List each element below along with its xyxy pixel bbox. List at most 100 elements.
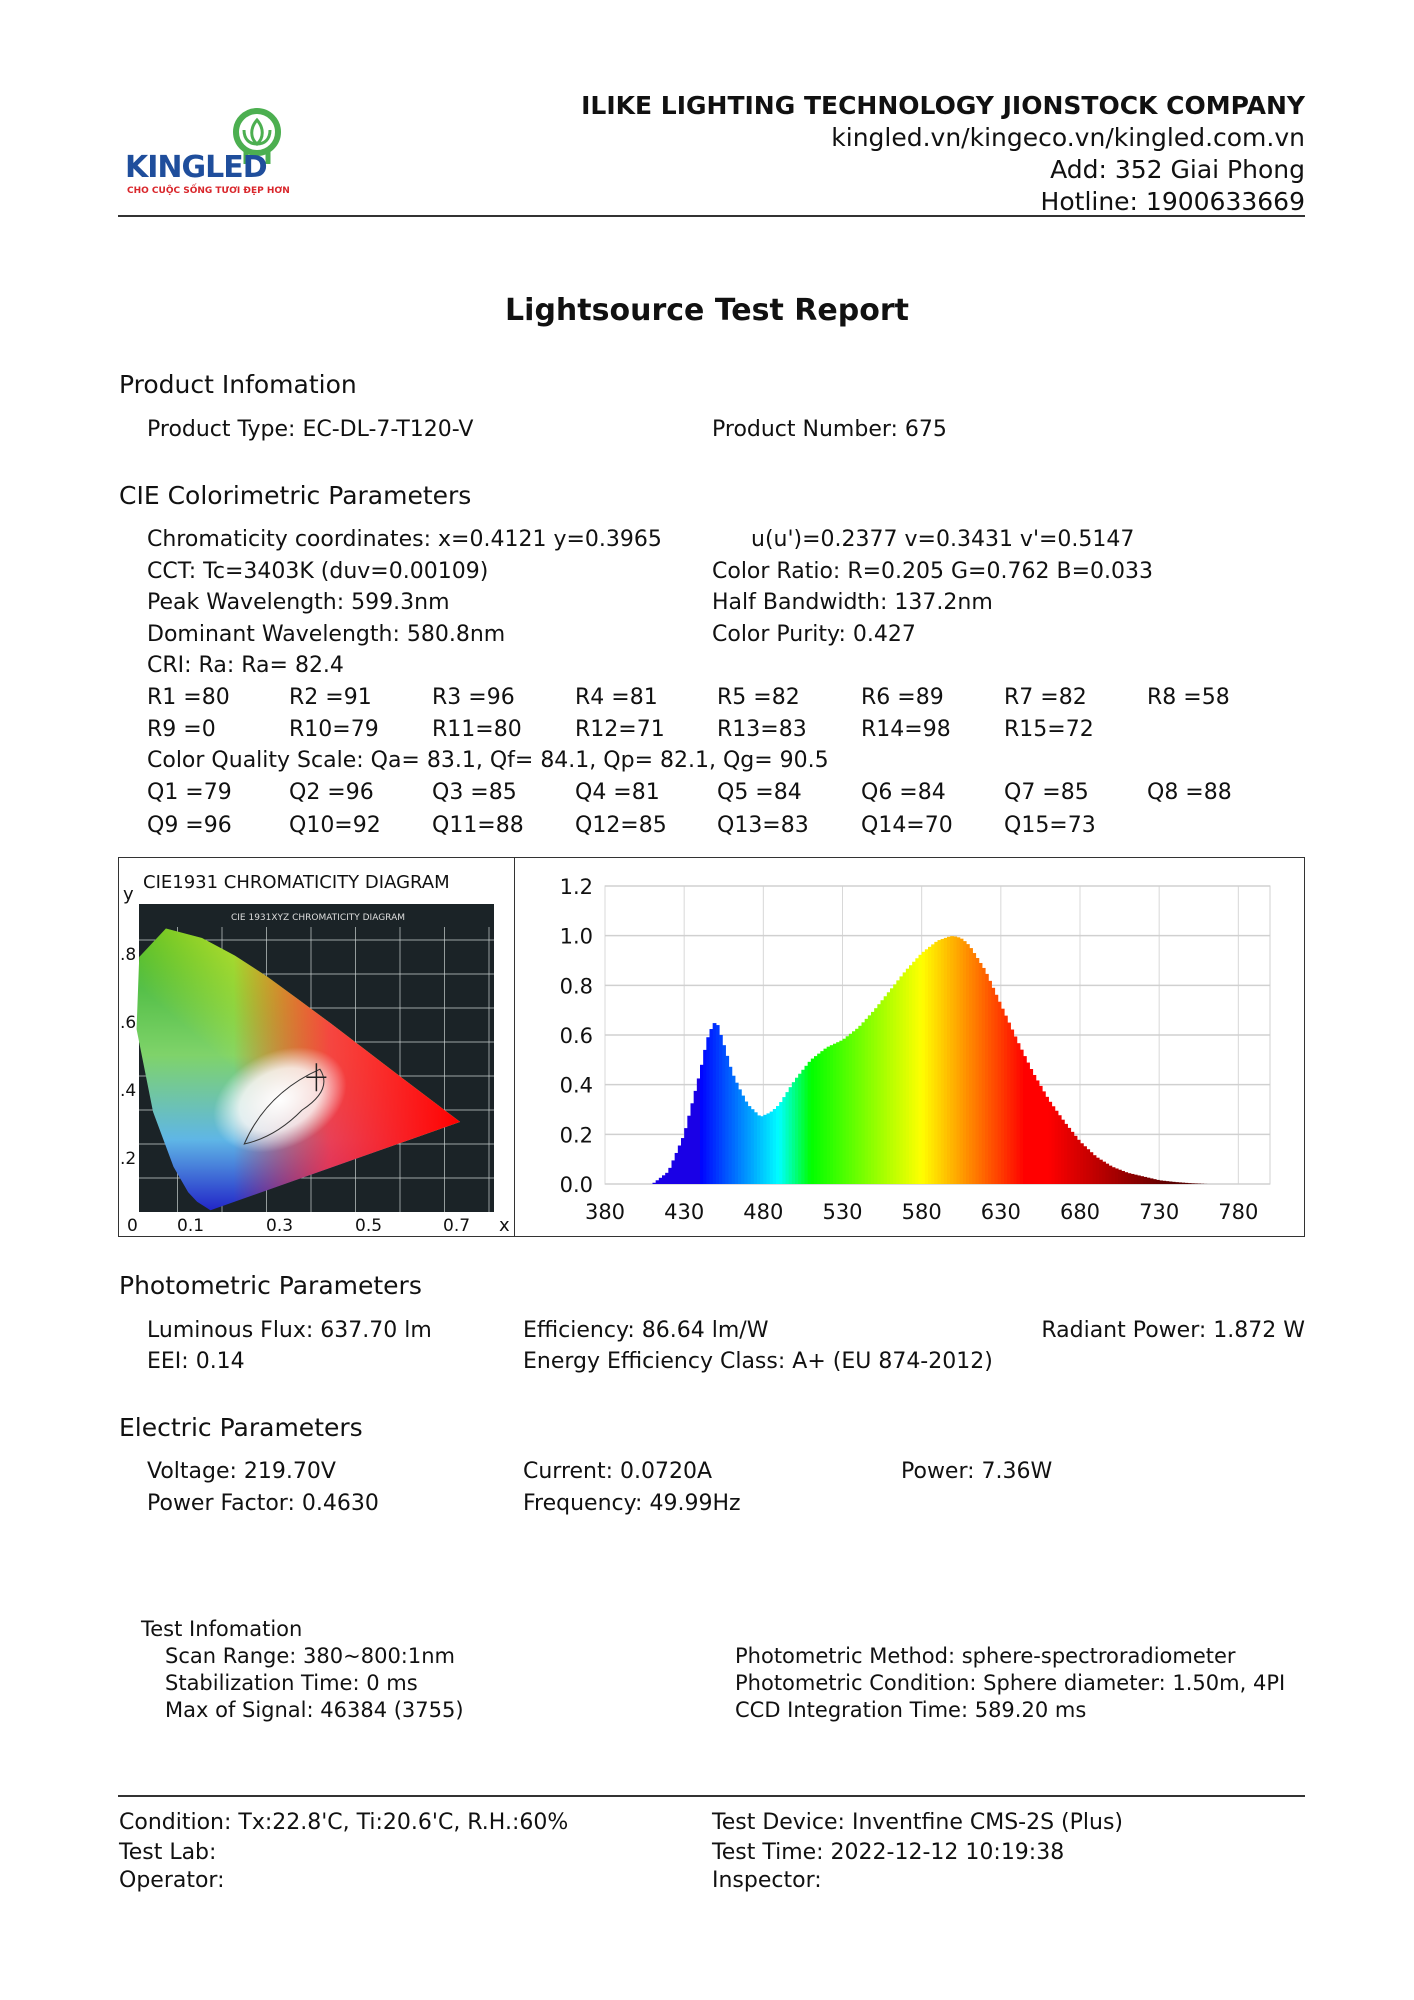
- spectrum-bar: [877, 1004, 882, 1184]
- chart-frame: [118, 857, 1305, 1237]
- spectrum-bar: [706, 1037, 711, 1184]
- index-value: Q14=70: [861, 813, 953, 838]
- spectrum-bar: [931, 944, 935, 1184]
- spectrum-bar: [1133, 1174, 1138, 1184]
- spectrum-bar: [1038, 1085, 1043, 1184]
- index-value: R10=79: [289, 717, 379, 742]
- spectrum-bar: [899, 976, 904, 1184]
- spectrum-bar: [1152, 1179, 1157, 1184]
- spectrum-bar: [668, 1167, 673, 1184]
- index-value: R7 =82: [1004, 685, 1087, 710]
- spectrum-bar: [1073, 1135, 1078, 1184]
- spectrum-bar: [1114, 1168, 1119, 1184]
- spectrum-bar: [915, 958, 920, 1184]
- spectrum-bar: [747, 1106, 752, 1184]
- spectrum-bar: [1032, 1074, 1037, 1184]
- spectrum-bar: [1013, 1036, 1018, 1184]
- spectrum-bar: [1064, 1123, 1068, 1184]
- cie-x-tick: 0.1: [177, 1216, 204, 1236]
- spectrum-bar: [1067, 1127, 1072, 1184]
- spectrum-bar: [820, 1051, 825, 1184]
- ccd-integration-time: CCD Integration Time: 589.20 ms: [735, 1698, 1087, 1722]
- spectrum-bar: [871, 1011, 875, 1184]
- logo: KINGLED CHO CUỘC SỐNG TƯƠI ĐẸP HƠN: [122, 108, 312, 200]
- spectrum-bar: [709, 1029, 714, 1184]
- spectrum-bar: [722, 1045, 726, 1184]
- spectrum-y-tick: 0.2: [560, 1123, 593, 1147]
- product-number: Product Number: 675: [712, 417, 947, 442]
- product-heading: Product Infomation: [119, 370, 357, 399]
- cie-white-region: [213, 1047, 347, 1153]
- index-value: R1 =80: [147, 685, 230, 710]
- photometric-condition: Photometric Condition: Sphere diameter: …: [735, 1671, 1286, 1695]
- index-value: Q8 =88: [1147, 780, 1232, 805]
- spectrum-bar: [674, 1152, 679, 1184]
- index-value: R5 =82: [717, 685, 800, 710]
- spectrum-bar: [715, 1025, 720, 1184]
- max-signal: Max of Signal: 46384 (3755): [165, 1698, 464, 1722]
- spectrum-bar: [953, 936, 958, 1184]
- spectrum-bar: [652, 1182, 657, 1184]
- uv-coordinates: u(u')=0.2377 v=0.3431 v'=0.5147: [751, 527, 1135, 552]
- spectrum-bar: [750, 1109, 755, 1184]
- spectrum-bar: [864, 1018, 869, 1184]
- spectrum-bar: [1124, 1172, 1129, 1184]
- spectrum-x-tick: 430: [664, 1200, 704, 1224]
- spectrum-bar: [693, 1090, 698, 1184]
- spectrum-bar: [1168, 1181, 1173, 1184]
- spectrum-bar: [658, 1177, 663, 1184]
- spectrum-bar: [966, 944, 970, 1184]
- spectrum-bar: [1175, 1182, 1179, 1184]
- spectrum-bar: [1004, 1015, 1008, 1184]
- spectrum-bar: [1023, 1056, 1027, 1184]
- spectrum-bar: [912, 961, 916, 1184]
- spectrum-bar: [893, 984, 897, 1184]
- spectrum-bar: [902, 972, 907, 1184]
- index-value: R13=83: [717, 717, 807, 742]
- spectrum-bar: [861, 1022, 866, 1184]
- spectrum-bar: [937, 940, 942, 1184]
- spectrum-bar: [918, 954, 923, 1184]
- spectrum-bar: [1165, 1181, 1170, 1184]
- spectrum-bar: [842, 1038, 847, 1184]
- cie-chromaticity-diagram: CIE 1931XYZ CHROMATICITY DIAGRAM CIE1931…: [120, 872, 510, 1236]
- spectrum-bar: [924, 949, 929, 1184]
- spectrum-bar: [991, 987, 996, 1184]
- spectrum-bar: [997, 1001, 1002, 1184]
- spectrum-bar: [1181, 1182, 1186, 1184]
- index-value: Q2 =96: [289, 780, 374, 805]
- logo-tagline: CHO CUỘC SỐNG TƯƠI ĐẸP HƠN: [127, 186, 290, 196]
- eei: EEI: 0.14: [147, 1349, 245, 1374]
- frequency: Frequency: 49.99Hz: [523, 1491, 741, 1516]
- spectrum-bar: [1029, 1069, 1034, 1184]
- spectrum-bar: [1000, 1008, 1005, 1184]
- spectrum-bar: [1026, 1062, 1030, 1184]
- spectrum-bar: [975, 958, 980, 1184]
- test-time: Test Time: 2022-12-12 10:19:38: [712, 1840, 1065, 1865]
- index-value: Q9 =96: [147, 813, 232, 838]
- spectrum-bar: [826, 1046, 831, 1184]
- spectrum-bar: [1007, 1022, 1011, 1184]
- index-value: Q7 =85: [1004, 780, 1089, 805]
- spectrum-bar: [741, 1095, 745, 1184]
- radiant-power: Radiant Power: 1.872 W: [1041, 1318, 1305, 1343]
- spectrum-bar: [947, 936, 951, 1184]
- product-type: Product Type: EC-DL-7-T120-V: [147, 417, 474, 442]
- spectrum-bar: [760, 1116, 764, 1184]
- spectrum-bar: [700, 1064, 704, 1184]
- energy-efficiency-class: Energy Efficiency Class: A+ (EU 874-2012…: [523, 1349, 993, 1374]
- spectrum-bar: [791, 1082, 796, 1184]
- color-purity: Color Purity: 0.427: [712, 622, 916, 647]
- spectrum-bar: [1045, 1096, 1049, 1184]
- efficiency: Efficiency: 86.64 lm/W: [523, 1318, 769, 1343]
- spectrum-x-tick: 530: [822, 1200, 862, 1224]
- cie-x-tick: 0: [127, 1216, 138, 1236]
- cie-y-tick: .4: [120, 1081, 136, 1101]
- spectrum-bar: [1016, 1043, 1021, 1184]
- photometric-heading: Photometric Parameters: [119, 1271, 422, 1300]
- spectrum-bar: [943, 937, 948, 1184]
- spectrum-bar: [934, 941, 939, 1184]
- spectrum-x-tick: 380: [585, 1200, 625, 1224]
- half-bandwidth: Half Bandwidth: 137.2nm: [712, 590, 993, 615]
- spectrum-bar: [757, 1115, 761, 1184]
